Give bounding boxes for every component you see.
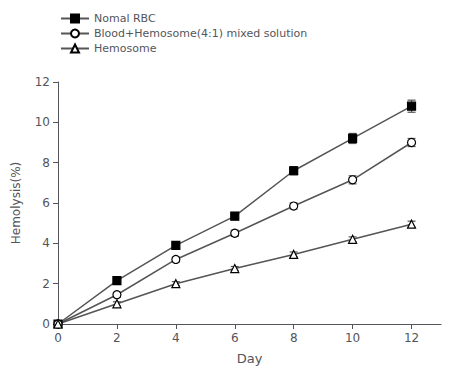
- svg-text:Nomal RBC: Nomal RBC: [94, 12, 156, 25]
- svg-text:0: 0: [42, 317, 50, 331]
- svg-text:10: 10: [345, 331, 360, 345]
- svg-text:Hemosome: Hemosome: [94, 42, 157, 55]
- svg-text:12: 12: [404, 331, 419, 345]
- svg-text:0: 0: [54, 331, 62, 345]
- svg-text:8: 8: [290, 331, 298, 345]
- svg-text:Hemolysis(%): Hemolysis(%): [9, 162, 23, 244]
- svg-text:12: 12: [35, 75, 50, 89]
- svg-text:2: 2: [113, 331, 121, 345]
- svg-text:4: 4: [42, 236, 50, 250]
- svg-text:2: 2: [42, 277, 50, 291]
- svg-text:Day: Day: [237, 351, 263, 366]
- svg-text:6: 6: [231, 331, 239, 345]
- svg-text:10: 10: [35, 115, 50, 129]
- svg-text:8: 8: [42, 156, 50, 170]
- svg-text:6: 6: [42, 196, 50, 210]
- svg-text:4: 4: [172, 331, 180, 345]
- svg-text:Blood+Hemosome(4:1) mixed solu: Blood+Hemosome(4:1) mixed solution: [94, 27, 307, 40]
